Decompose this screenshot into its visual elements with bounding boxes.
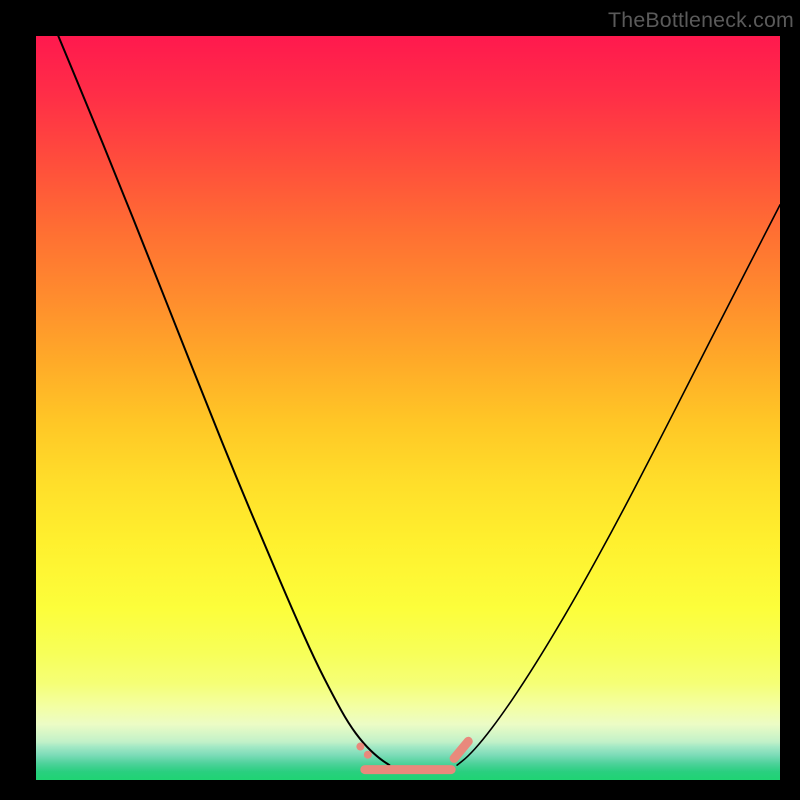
bottleneck-curve: [36, 36, 780, 780]
curve-right-arm: [457, 205, 780, 765]
right-bead: [454, 741, 468, 758]
plot-inner: [36, 36, 780, 780]
curve-left-arm: [58, 36, 389, 765]
left-bead-0: [356, 743, 364, 751]
plot-area: [36, 36, 780, 780]
watermark-text: TheBottleneck.com: [608, 8, 794, 33]
left-bead-1: [364, 751, 372, 759]
outer-frame: TheBottleneck.com: [0, 0, 800, 800]
